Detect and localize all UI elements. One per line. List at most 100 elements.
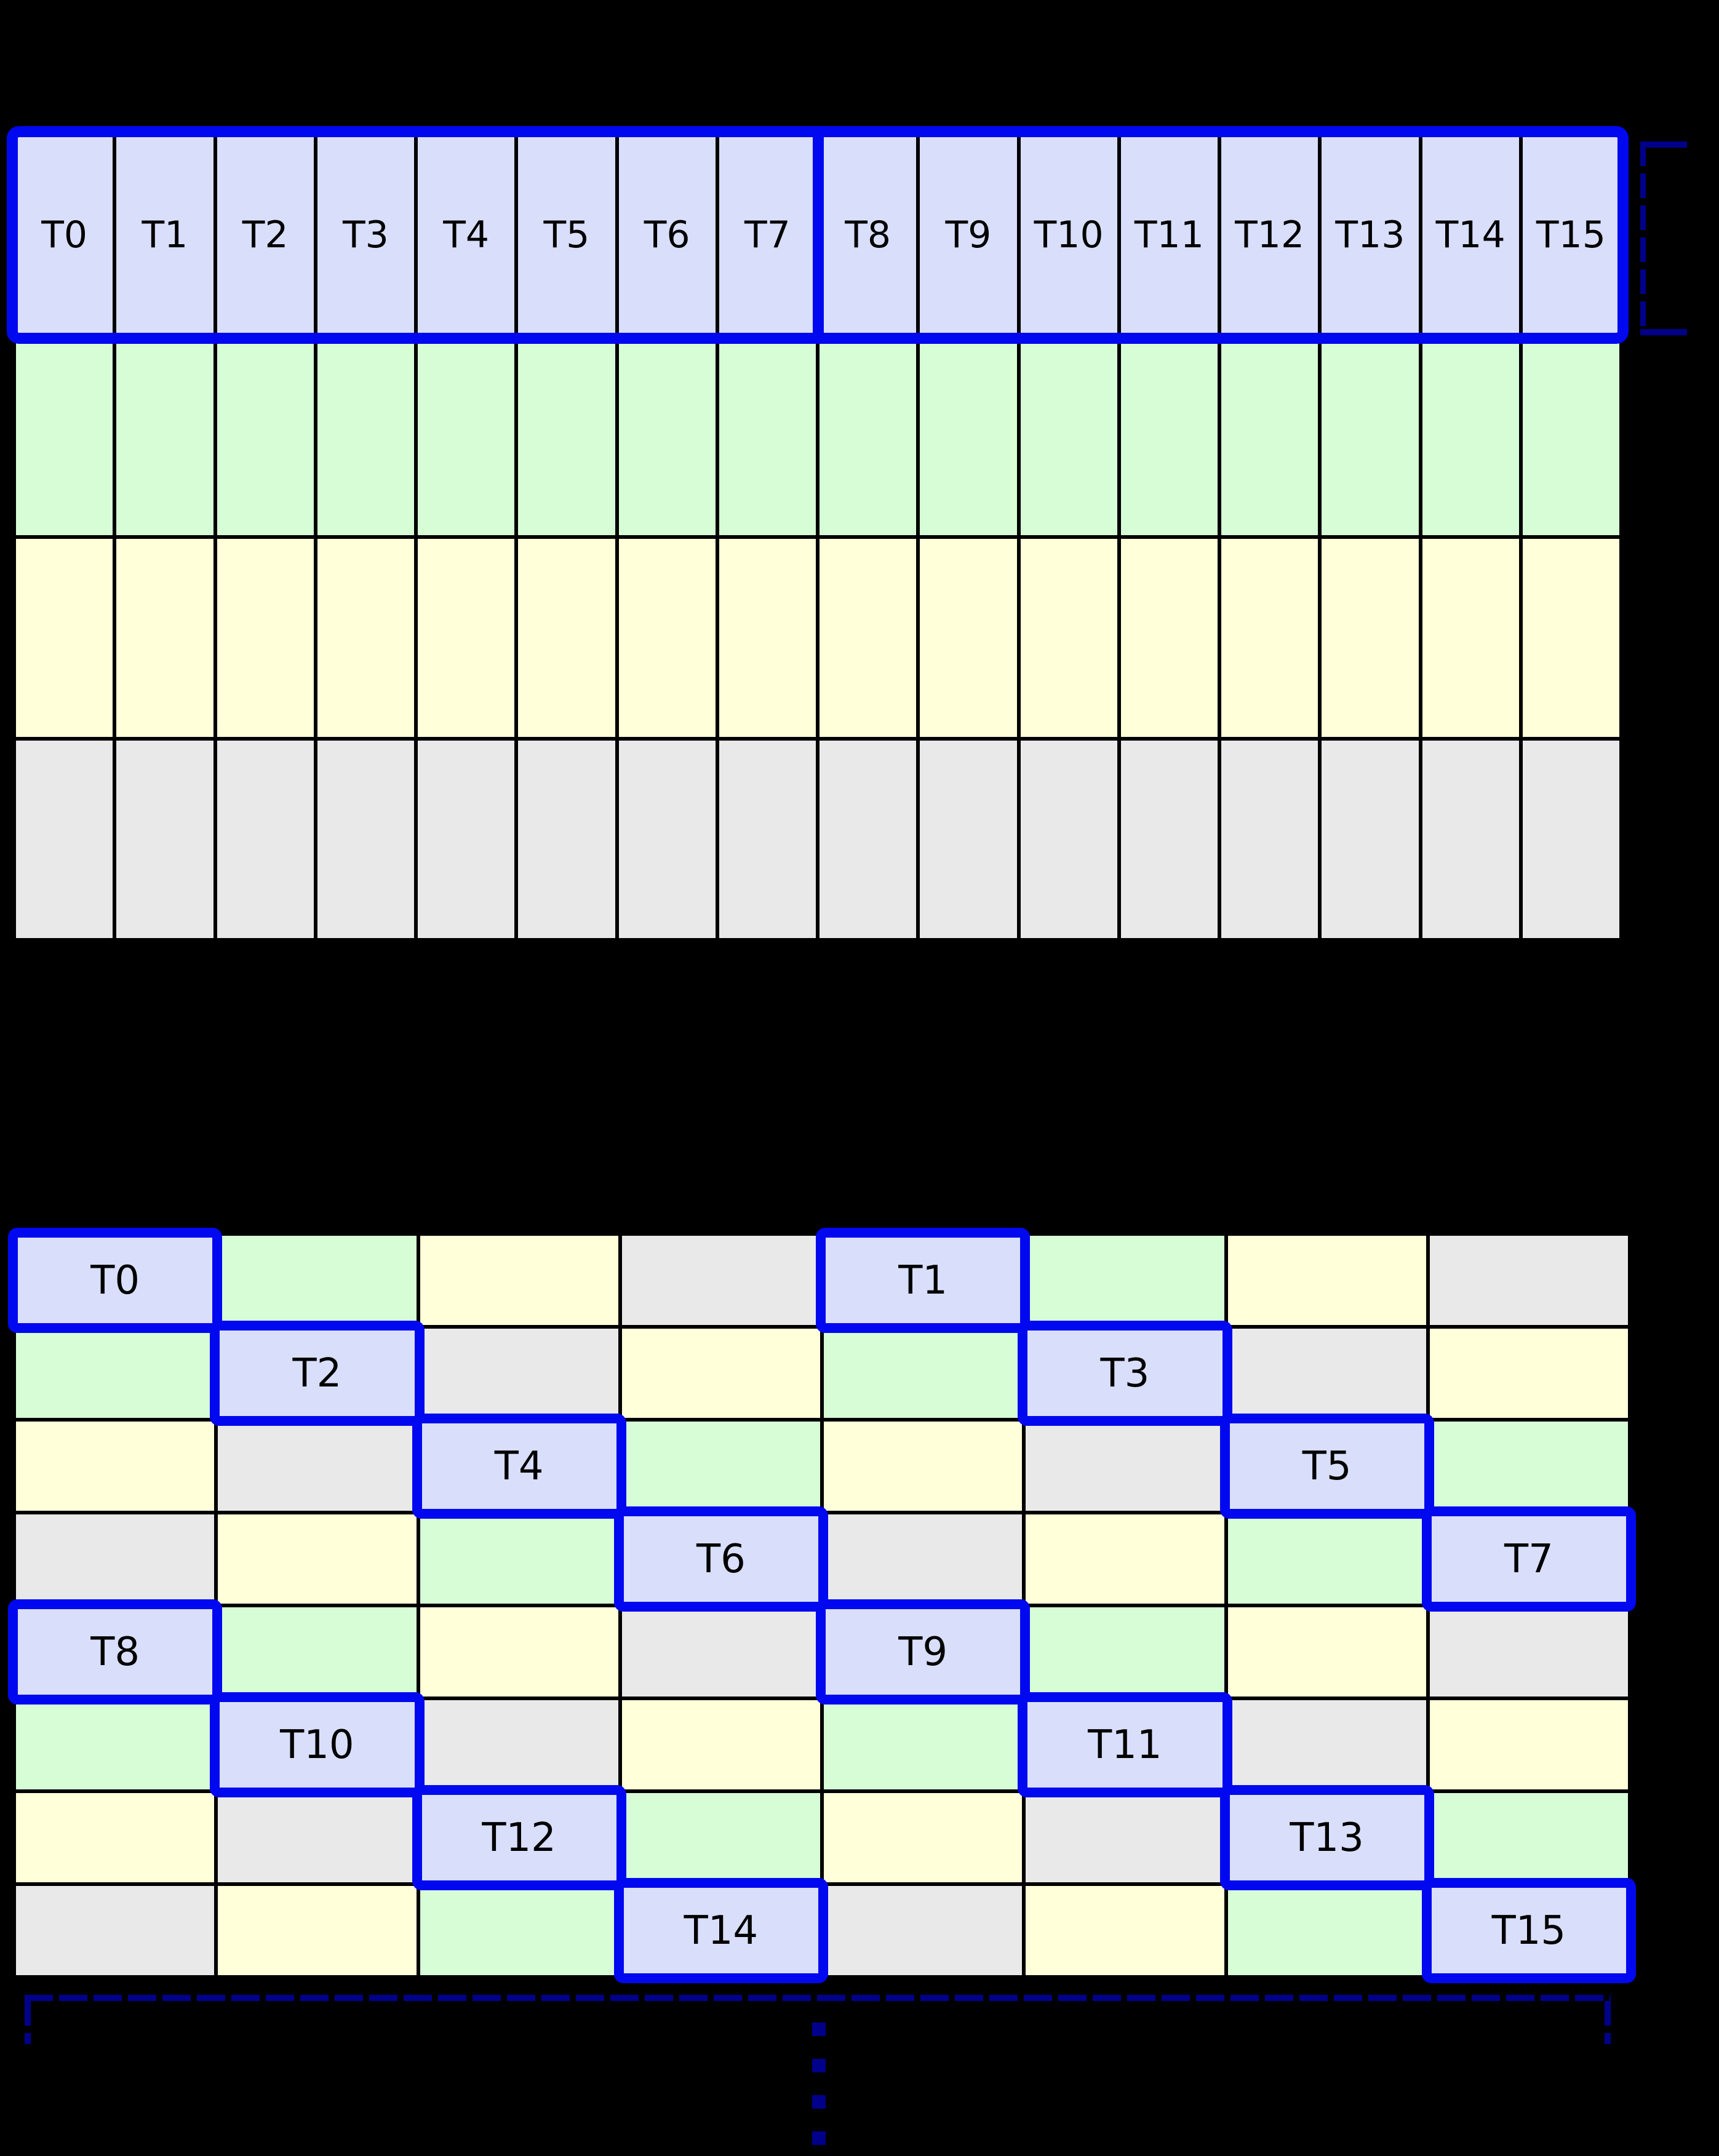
bottom-grid-cell-r5-c3 — [621, 1700, 820, 1789]
thread-label: T10 — [1034, 213, 1104, 257]
top-grid-cell-r2-c14 — [1422, 539, 1519, 737]
thread-label: T14 — [1435, 213, 1506, 257]
bottom-grid-cell-r5-c6 — [1227, 1700, 1426, 1789]
top-grid-thread-cell-T4: T4 — [418, 136, 515, 334]
bottom-grid-thread-cell-T1: T1 — [816, 1228, 1031, 1333]
top-grid-cell-r2-c4 — [418, 539, 515, 737]
bottom-grid-cell-r3-c5 — [1026, 1514, 1224, 1604]
bottom-grid-cell-r2-c3 — [621, 1422, 820, 1511]
bottom-grid-thread-cell-T7: T7 — [1421, 1506, 1636, 1612]
thread-label: T13 — [1335, 213, 1405, 257]
bottom-grid-cell-r6-c5 — [1026, 1793, 1224, 1882]
ellipsis-dot — [812, 2023, 826, 2036]
top-grid-cell-r3-c8 — [820, 740, 917, 938]
bottom-grid-cell-r0-c5 — [1026, 1236, 1224, 1325]
bottom-grid-cell-r3-c4 — [824, 1514, 1023, 1604]
bottom-grid-cell-r7-c1 — [218, 1886, 417, 1975]
thread-label: T15 — [1536, 213, 1606, 257]
bottom-grid-cell-r4-c7 — [1429, 1607, 1628, 1697]
ellipsis-dot — [812, 2095, 826, 2109]
thread-label: T0 — [41, 213, 88, 257]
thread-label: T8 — [90, 1629, 140, 1675]
bottom-grid-cell-r0-c6 — [1227, 1236, 1426, 1325]
thread-label: T6 — [644, 213, 690, 257]
top-grid-cell-r3-c5 — [518, 740, 615, 938]
top-grid-thread-cell-T8: T8 — [820, 136, 917, 334]
top-grid-thread-cell-T9: T9 — [920, 136, 1017, 334]
top-grid-cell-r3-c2 — [217, 740, 314, 938]
row-size-bracket-line — [1640, 141, 1646, 335]
bottom-grid-thread-cell-T4: T4 — [412, 1414, 626, 1519]
bottom-grid-cell-r7-c4 — [824, 1886, 1023, 1975]
thread-label: T3 — [1100, 1350, 1150, 1396]
top-grid-cell-r1-c15 — [1522, 337, 1619, 535]
bottom-grid-thread-cell-T0: T0 — [8, 1228, 223, 1333]
bottom-grid-cell-r5-c2 — [420, 1700, 618, 1789]
bottom-grid-cell-r1-c3 — [621, 1329, 820, 1418]
top-grid-cell-r2-c0 — [16, 539, 113, 737]
bottom-grid-cell-r1-c0 — [16, 1329, 215, 1418]
row-size-bracket-tick-bottom — [1640, 329, 1687, 335]
top-grid-cell-r2-c9 — [920, 539, 1017, 737]
bottom-grid-cell-r6-c7 — [1429, 1793, 1628, 1882]
thread-label: T13 — [1290, 1815, 1364, 1861]
bottom-grid-cell-r2-c0 — [16, 1422, 215, 1511]
thread-label: T5 — [1302, 1443, 1352, 1489]
bottom-grid-cell-r3-c2 — [420, 1514, 618, 1604]
thread-label: T0 — [90, 1257, 140, 1303]
thread-label: T9 — [945, 213, 992, 257]
bottom-grid-cell-r2-c4 — [824, 1422, 1023, 1511]
thread-label: T2 — [242, 213, 289, 257]
top-grid-cell-r1-c0 — [16, 337, 113, 535]
top-grid-cell-r1-c10 — [1020, 337, 1117, 535]
top-grid-cell-r3-c3 — [317, 740, 414, 938]
bottom-grid-cell-r2-c5 — [1026, 1422, 1224, 1511]
top-grid-thread-cell-T11: T11 — [1120, 136, 1218, 334]
thread-label: T11 — [1134, 213, 1204, 257]
thread-label: T15 — [1491, 1907, 1566, 1954]
thread-label: T12 — [482, 1815, 556, 1861]
thread-label: T10 — [280, 1722, 354, 1768]
top-grid-cell-r3-c9 — [920, 740, 1017, 938]
top-grid-cell-r1-c2 — [217, 337, 314, 535]
top-grid-cell-r3-c10 — [1020, 740, 1117, 938]
grid-width-bracket-tick-left — [25, 2001, 31, 2044]
top-grid-cell-r1-c14 — [1422, 337, 1519, 535]
top-grid-cell-r2-c11 — [1120, 539, 1218, 737]
thread-label: T4 — [494, 1443, 544, 1489]
top-grid-cell-r2-c6 — [618, 539, 716, 737]
bottom-grid-thread-cell-T5: T5 — [1219, 1414, 1434, 1519]
top-grid-thread-cell-T7: T7 — [719, 136, 816, 334]
bottom-grid-cell-r2-c1 — [218, 1422, 417, 1511]
top-grid-cell-r2-c13 — [1322, 539, 1419, 737]
bottom-grid-cell-r6-c1 — [218, 1793, 417, 1882]
top-grid-cell-r3-c0 — [16, 740, 113, 938]
thread-label: T3 — [342, 213, 389, 257]
bottom-grid-cell-r0-c1 — [218, 1236, 417, 1325]
thread-label: T9 — [898, 1629, 948, 1675]
top-grid-cell-r1-c7 — [719, 337, 816, 535]
top-grid-thread-cell-T5: T5 — [518, 136, 615, 334]
top-grid-cell-r3-c14 — [1422, 740, 1519, 938]
thread-label: T5 — [543, 213, 590, 257]
bottom-grid-thread-cell-T15: T15 — [1421, 1878, 1636, 1983]
bottom-grid-cell-r6-c0 — [16, 1793, 215, 1882]
top-grid-cell-r2-c2 — [217, 539, 314, 737]
top-grid-thread-cell-T2: T2 — [217, 136, 314, 334]
top-grid-thread-cell-T14: T14 — [1422, 136, 1519, 334]
thread-label: T2 — [292, 1350, 342, 1396]
bottom-grid-cell-r3-c6 — [1227, 1514, 1426, 1604]
top-grid-cell-r2-c8 — [820, 539, 917, 737]
bottom-grid-cell-r7-c5 — [1026, 1886, 1224, 1975]
bottom-grid-cell-r5-c0 — [16, 1700, 215, 1789]
bottom-grid-cell-r2-c7 — [1429, 1422, 1628, 1511]
bottom-grid-thread-cell-T9: T9 — [816, 1599, 1031, 1705]
ellipsis-dot — [812, 2131, 826, 2145]
top-grid-cell-r2-c1 — [116, 539, 213, 737]
top-grid-cell-r3-c1 — [116, 740, 213, 938]
top-grid-cell-r3-c15 — [1522, 740, 1619, 938]
top-grid-cell-r1-c13 — [1322, 337, 1419, 535]
top-grid-cell-r1-c5 — [518, 337, 615, 535]
bottom-grid-cell-r0-c2 — [420, 1236, 618, 1325]
bottom-grid-thread-cell-T2: T2 — [210, 1321, 425, 1426]
